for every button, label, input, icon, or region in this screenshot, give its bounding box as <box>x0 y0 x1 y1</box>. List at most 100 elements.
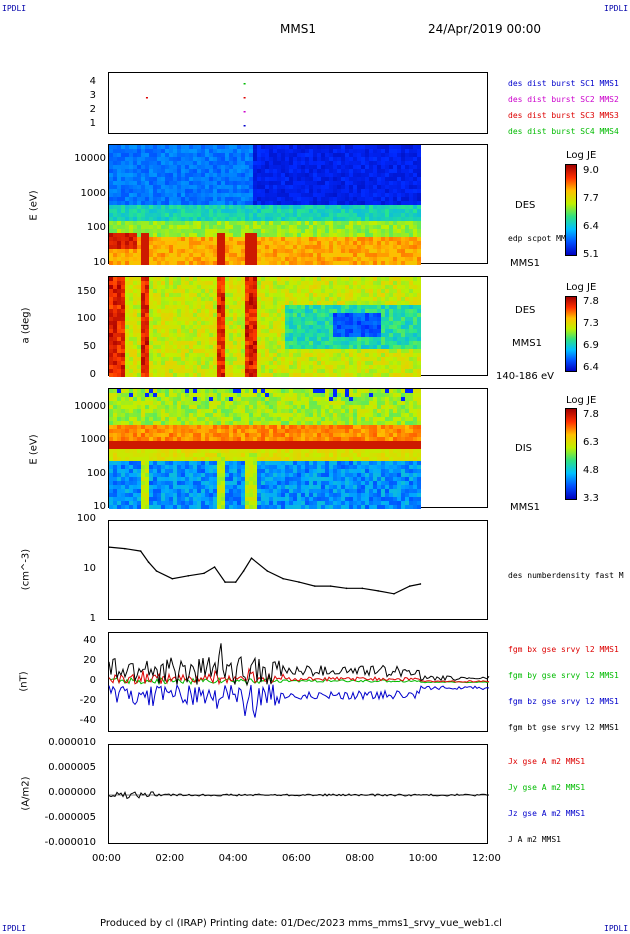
spectrogram-cell <box>337 225 341 229</box>
spectrogram-cell <box>161 369 165 373</box>
spectrogram-cell <box>361 373 365 377</box>
spectrogram-cell <box>221 145 225 149</box>
spectrogram-cell <box>273 285 277 289</box>
spectrogram-cell <box>157 177 161 181</box>
spectrogram-cell <box>181 157 185 161</box>
spectrogram-cell <box>121 261 125 265</box>
spectrogram-cell <box>145 297 149 301</box>
spectrogram-cell <box>409 197 413 201</box>
spectrogram-cell <box>349 241 353 245</box>
spectrogram-cell <box>149 465 153 469</box>
spectrogram-cell <box>269 309 273 313</box>
spectrogram-cell <box>209 341 213 345</box>
spectrogram-cell <box>169 313 173 317</box>
spectrogram-cell <box>249 185 253 189</box>
spectrogram-cell <box>153 397 157 401</box>
spectrogram-cell <box>361 253 365 257</box>
spectrogram-cell <box>153 225 157 229</box>
spectrogram-cell <box>313 201 317 205</box>
spectrogram-cell <box>121 237 125 241</box>
spectrogram-cell <box>253 321 257 325</box>
spectrogram-cell <box>313 165 317 169</box>
spectrogram-cell <box>261 301 265 305</box>
spectrogram-cell <box>197 333 201 337</box>
spectrogram-cell <box>185 349 189 353</box>
spectrogram-cell <box>149 185 153 189</box>
spectrogram-cell <box>277 301 281 305</box>
spectrogram-cell <box>381 249 385 253</box>
spectrogram-cell <box>293 341 297 345</box>
spectrogram-cell <box>369 365 373 369</box>
spectrogram-cell <box>209 249 213 253</box>
spectrogram-cell <box>189 357 193 361</box>
spectrogram-cell <box>273 157 277 161</box>
spectrogram-cell <box>285 349 289 353</box>
spectrogram-cell <box>185 189 189 193</box>
spectrogram-cell <box>309 169 313 173</box>
spectrogram-cell <box>317 329 321 333</box>
spectrogram-cell <box>361 205 365 209</box>
spectrogram-cell <box>369 237 373 241</box>
spectrogram-cell <box>361 241 365 245</box>
spectrogram-cell <box>145 449 149 453</box>
spectrogram-cell <box>121 353 125 357</box>
spectrogram-cell <box>337 185 341 189</box>
spectrogram-cell <box>145 437 149 441</box>
spectrogram-cell <box>177 357 181 361</box>
spectrogram-cell <box>265 293 269 297</box>
spectrogram-cell <box>181 357 185 361</box>
spectrogram-cell <box>277 157 281 161</box>
spectrogram-cell <box>249 277 253 281</box>
spectrogram-cell <box>381 189 385 193</box>
spectrogram-cell <box>261 281 265 285</box>
spectrogram-cell <box>261 261 265 265</box>
spectrogram-cell <box>153 485 157 489</box>
spectrogram-cell <box>205 321 209 325</box>
spectrogram-cell <box>149 357 153 361</box>
spectrogram-cell <box>333 357 337 361</box>
spectrogram-cell <box>165 437 169 441</box>
spectrogram-cell <box>401 177 405 181</box>
spectrogram-cell <box>173 421 177 425</box>
spectrogram-cell <box>405 205 409 209</box>
spectrogram-cell <box>353 245 357 249</box>
spectrogram-cell <box>393 317 397 321</box>
spectrogram-cell <box>317 241 321 245</box>
spectrogram-cell <box>213 157 217 161</box>
spectrogram-cell <box>193 253 197 257</box>
spectrogram-cell <box>153 481 157 485</box>
spectrogram-cell <box>145 353 149 357</box>
spectrogram-cell <box>369 173 373 177</box>
spectrogram-cell <box>401 173 405 177</box>
spectrogram-cell <box>153 189 157 193</box>
spectrogram-cell <box>261 197 265 201</box>
spectrogram-cell <box>361 333 365 337</box>
spectrogram-cell <box>245 169 249 173</box>
spectrogram-cell <box>109 209 113 213</box>
spectrogram-cell <box>313 349 317 353</box>
spectrogram-cell <box>173 369 177 373</box>
spectrogram-cell <box>261 369 265 373</box>
spectrogram-cell <box>285 193 289 197</box>
spectrogram-cell <box>177 449 181 453</box>
spectrogram-cell <box>269 245 273 249</box>
spectrogram-cell <box>217 305 221 309</box>
spectrogram-cell <box>341 145 345 149</box>
spectrogram-cell <box>345 185 349 189</box>
spectrogram-cell <box>293 301 297 305</box>
spectrogram-cell <box>117 185 121 189</box>
spectrogram-cell <box>265 301 269 305</box>
spectrogram-cell <box>333 177 337 181</box>
spectrogram-cell <box>365 253 369 257</box>
spectrogram-cell <box>173 245 177 249</box>
spectrogram-cell <box>329 245 333 249</box>
spectrogram-cell <box>221 157 225 161</box>
spectrogram-cell <box>305 313 309 317</box>
spectrogram-cell <box>281 365 285 369</box>
spectrogram-cell <box>181 297 185 301</box>
spectrogram-cell <box>257 237 261 241</box>
spectrogram-cell <box>177 477 181 481</box>
spectrogram-cell <box>305 345 309 349</box>
spectrogram-cell <box>173 177 177 181</box>
spectrogram-cell <box>149 245 153 249</box>
